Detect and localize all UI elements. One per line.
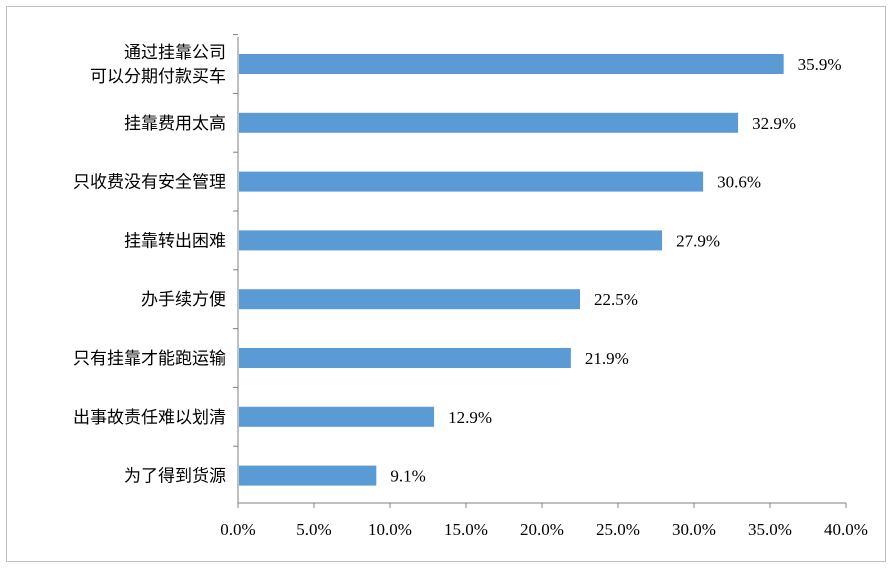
bar xyxy=(239,348,571,368)
x-tick-label: 40.0% xyxy=(824,520,868,539)
bar xyxy=(239,289,580,310)
bar xyxy=(239,406,435,427)
value-label: 30.6% xyxy=(717,173,761,192)
category-label: 通过挂靠公司可以分期付款买车 xyxy=(90,43,226,87)
x-tick-label: 35.0% xyxy=(748,520,792,539)
category-label: 只有挂靠才能跑运输 xyxy=(73,349,226,369)
bar xyxy=(239,112,739,133)
x-tick-label: 30.0% xyxy=(672,520,716,539)
x-tick-label: 0.0% xyxy=(220,520,255,539)
value-label: 12.9% xyxy=(448,408,492,427)
x-tick-label: 20.0% xyxy=(520,520,564,539)
bar xyxy=(239,465,377,486)
x-tick-label: 15.0% xyxy=(444,520,488,539)
bar xyxy=(239,54,784,74)
category-label: 办手续方便 xyxy=(141,290,226,310)
x-tick-label: 5.0% xyxy=(296,520,331,539)
category-label: 出事故责任难以划清 xyxy=(73,408,226,428)
value-label: 21.9% xyxy=(585,349,629,368)
bars-layer xyxy=(239,54,784,486)
value-label: 22.5% xyxy=(594,290,638,309)
bar xyxy=(239,230,663,251)
x-tick-label: 25.0% xyxy=(596,520,640,539)
axis-layer xyxy=(233,34,847,508)
chart-frame: 0.0% 5.0% 10.0% 15.0% 20.0% 25.0% 30.0% 35.0% 40… xyxy=(6,6,886,562)
bar-chart: 0.0% 5.0% 10.0% 15.0% 20.0% 25.0% 30.0% 35.0% 40… xyxy=(73,34,868,539)
value-label: 27.9% xyxy=(676,231,720,250)
value-label: 32.9% xyxy=(752,114,796,133)
category-label: 只收费没有安全管理 xyxy=(73,173,226,193)
x-tick-label: 10.0% xyxy=(368,520,412,539)
labels-layer: 0.0% 5.0% 10.0% 15.0% 20.0% 25.0% 30.0% 35.0% 40… xyxy=(73,43,868,539)
bar xyxy=(239,171,704,192)
category-label: 为了得到货源 xyxy=(124,467,226,487)
category-label: 挂靠费用太高 xyxy=(124,114,226,134)
value-label: 9.1% xyxy=(390,467,425,486)
category-label: 挂靠转出困难 xyxy=(124,231,226,251)
value-label: 35.9% xyxy=(798,55,842,74)
